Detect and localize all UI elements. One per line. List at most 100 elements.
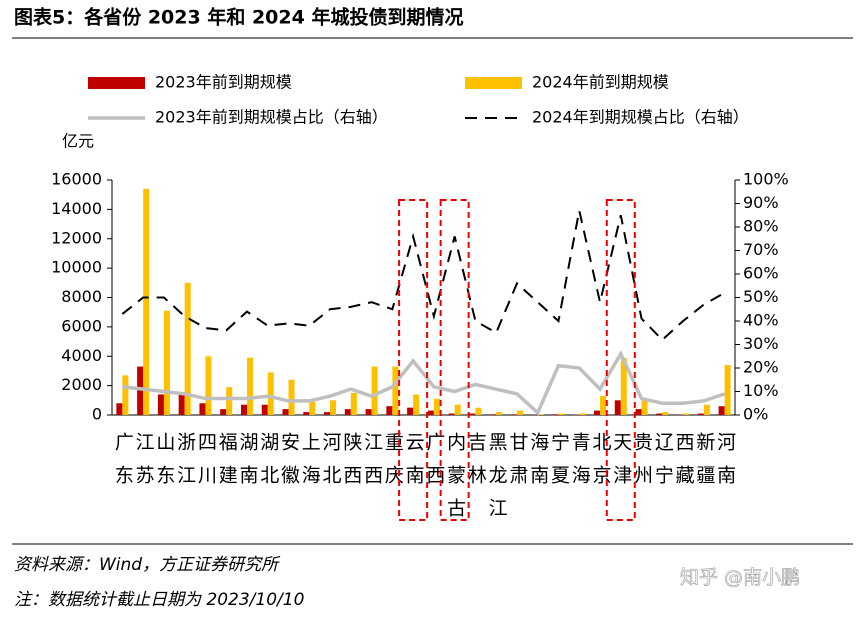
bar [164,311,170,415]
y-tick-label: 10000 [51,258,102,277]
bar [662,412,668,415]
bar [642,400,648,415]
x-tick-label: 湖南 [236,432,258,498]
y2-tick-label: 60% [743,264,779,283]
y2-tick-label: 10% [743,381,779,400]
x-tick-label: 黑龙江 [486,432,508,531]
bar [496,412,502,415]
bar [594,411,600,415]
bar [636,409,642,415]
bar [719,406,725,415]
bar [158,394,164,415]
bar [220,409,226,415]
chart-title: 图表5：各省份 2023 年和 2024 年城投债到期情况 [14,6,463,29]
bar [407,408,413,415]
y2-tick-label: 50% [743,287,779,306]
y-tick-label: 16000 [51,170,102,189]
x-tick-label: 河北 [320,432,342,498]
bar [386,406,392,415]
bar [309,402,315,415]
y-axis-label: 亿元 [62,132,94,151]
y2-tick-label: 80% [743,217,779,236]
watermark: 知乎 @南小鹏 [680,567,800,589]
bar [600,396,606,415]
x-tick-label: 福建 [216,432,238,498]
bar [517,411,523,415]
y2-tick-label: 90% [743,193,779,212]
bar [116,403,122,415]
bar [558,414,564,415]
y2-tick-label: 0% [743,405,768,424]
bar [683,414,689,415]
legend-swatch [88,77,145,89]
bar [725,365,731,415]
x-tick-label: 甘肃 [506,432,528,498]
x-tick-label: 四川 [195,432,217,498]
note: 注：数据统计截止日期为 2023/10/10 [14,590,304,610]
bar [330,400,336,415]
y2-tick-label: 70% [743,240,779,259]
bar [283,409,289,415]
x-tick-label: 云南 [403,432,425,498]
legend-label: 2024年前到期规模 [532,73,669,92]
x-tick-label: 上海 [299,432,321,498]
x-tick-label: 广东 [112,432,134,498]
y2-tick-label: 100% [743,170,789,189]
bar [552,414,558,415]
x-tick-label: 江苏 [133,432,155,498]
x-tick-label: 陕西 [340,432,362,498]
legend-label: 2023年前到期规模 [155,73,292,92]
bar [511,414,517,415]
bar [143,189,149,415]
bar [615,400,621,415]
bar [469,414,475,415]
y-tick-label: 12000 [51,228,102,247]
x-tick-label: 天津 [610,432,632,498]
bar [490,414,496,415]
bar [392,367,398,415]
bar [351,393,357,415]
x-tick-label: 内蒙古 [444,432,466,531]
bar [179,393,185,415]
bar [434,399,440,415]
x-tick-label: 江西 [361,432,383,498]
x-tick-label: 辽宁 [652,432,674,498]
y2-tick-label: 20% [743,358,779,377]
x-tick-label: 海南 [527,432,549,498]
y-tick-label: 0 [92,405,102,424]
x-tick-label: 宁夏 [548,432,570,498]
bar [345,409,351,415]
bar [303,412,309,415]
y-tick-label: 14000 [51,199,102,218]
bar [475,408,481,415]
bar [366,409,372,415]
bar [324,412,330,415]
bar [205,356,211,415]
x-tick-label: 新疆 [693,432,715,498]
legend-label: 2023年前到期规模占比（右轴） [155,108,388,127]
x-tick-label: 浙江 [174,432,196,498]
y-tick-label: 4000 [61,346,102,365]
bar [226,387,232,415]
bar [122,375,128,415]
bar [262,405,268,415]
bar [247,358,253,415]
y2-tick-label: 40% [743,311,779,330]
x-tick-label: 河南 [714,432,736,498]
source: 资料来源：Wind，方正证券研究所 [14,555,281,575]
x-tick-label: 北京 [590,432,612,498]
x-tick-label: 山东 [153,432,175,498]
bar [704,405,710,415]
y-tick-label: 2000 [61,375,102,394]
bar [449,414,455,415]
x-tick-label: 西藏 [673,432,695,498]
legend-swatch [465,77,522,89]
x-tick-label: 湖北 [257,432,279,498]
y-tick-label: 8000 [61,287,102,306]
bar [428,411,434,415]
x-tick-label: 安徽 [278,432,300,498]
bar [241,405,247,415]
bar [455,405,461,415]
